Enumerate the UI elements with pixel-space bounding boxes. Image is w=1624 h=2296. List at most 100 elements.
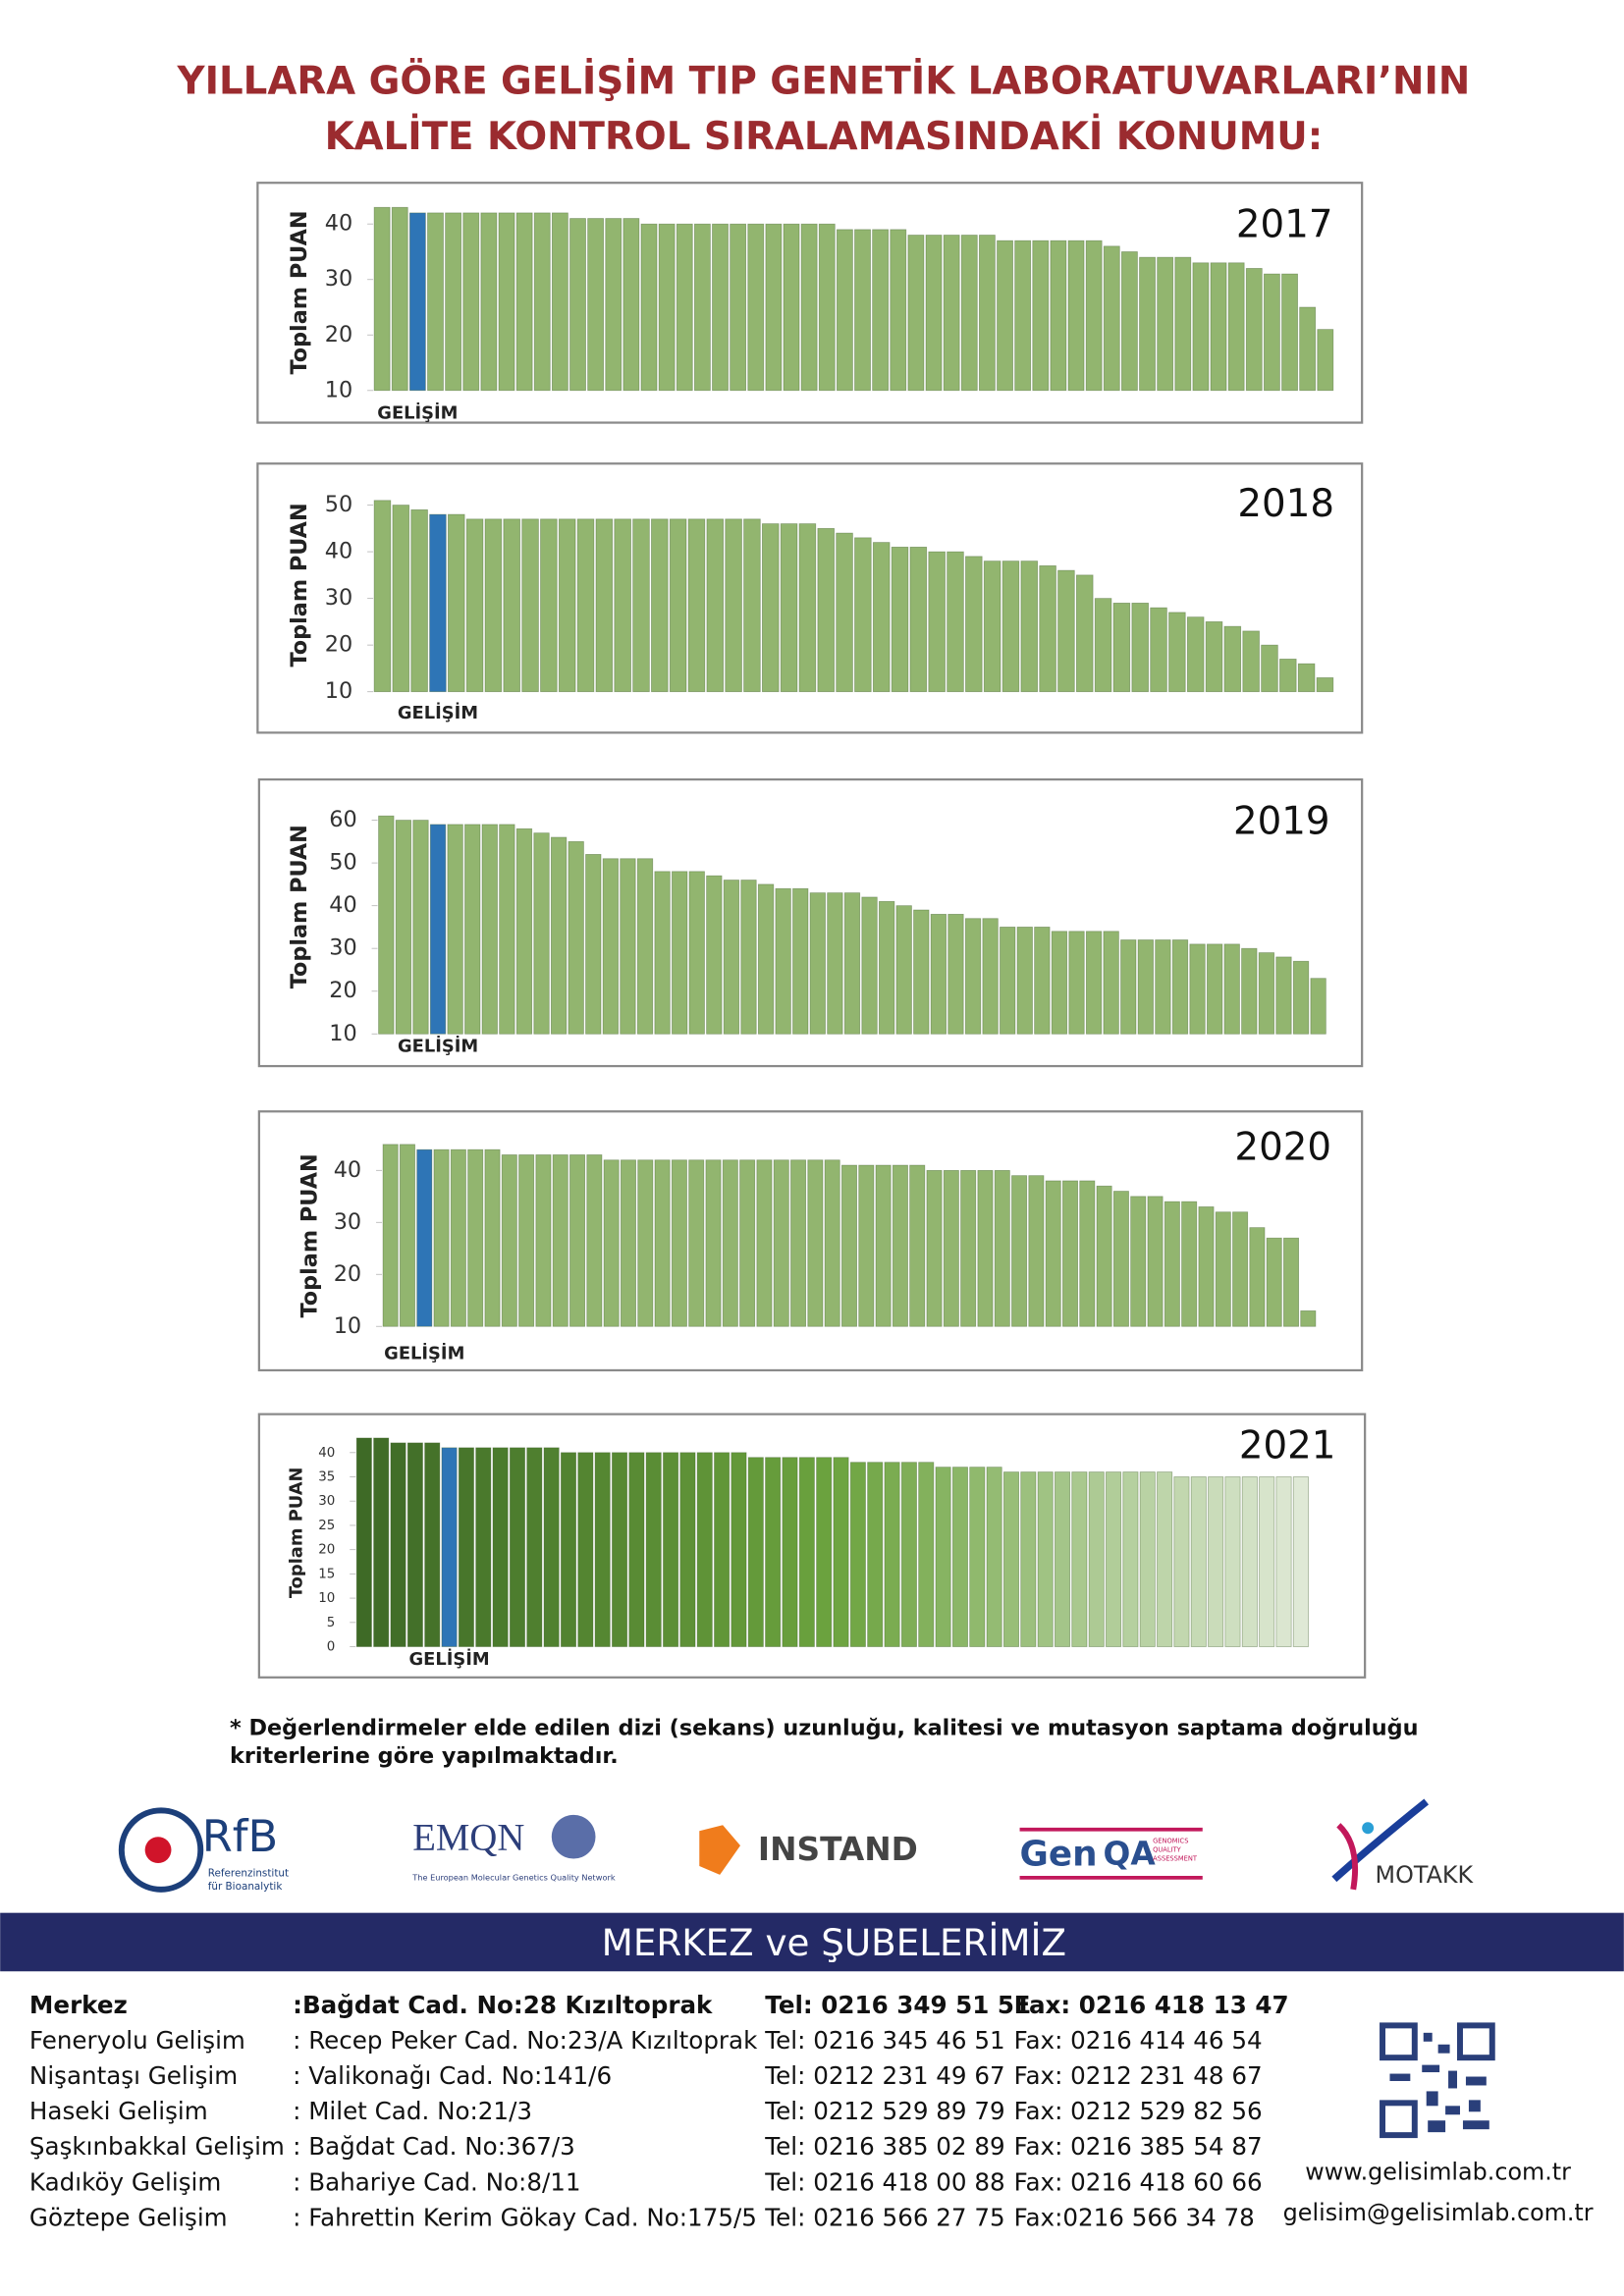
bar [406, 1442, 423, 1647]
bar [412, 820, 429, 1035]
bar [1112, 1191, 1129, 1327]
chart-year: 2020 [1234, 1125, 1331, 1169]
y-tick-label: 30 [325, 585, 352, 611]
bar [1122, 1471, 1139, 1647]
bar [1317, 329, 1334, 392]
bar [712, 223, 729, 392]
qr-cell [1468, 2100, 1481, 2112]
bar [475, 1447, 492, 1647]
bar [603, 1159, 620, 1327]
bar [1223, 943, 1240, 1035]
bar [672, 871, 688, 1035]
title-line: YILLARA GÖRE GELİŞİM TIP GENETİK LABORAT… [177, 57, 1471, 103]
branch-cell: Şaşkınbakkal Gelişim [29, 2132, 285, 2161]
branch-cell: Tel: 0216 385 02 89 [764, 2132, 1004, 2161]
bar [654, 871, 671, 1035]
y-axis-label: Toplam PUAN [297, 1153, 322, 1317]
bar [480, 212, 498, 392]
bar [1292, 1476, 1309, 1647]
qr-code [1380, 2022, 1495, 2139]
branch-cell: Fax: 0212 231 48 67 [1014, 2061, 1263, 2090]
bar [1279, 659, 1297, 693]
bar [1016, 927, 1033, 1035]
logo-rfb: RfB Referenzinstitut für Bioanalytik [118, 1807, 289, 1893]
bar [951, 1467, 968, 1647]
bar [410, 508, 428, 693]
bar [1299, 306, 1317, 392]
bar [1002, 1471, 1019, 1647]
title-line: KALİTE KONTROL SIRALAMASINDAKİ KONUMU: [325, 113, 1324, 159]
y-tick-label: 20 [318, 1543, 335, 1558]
bar [448, 513, 465, 693]
bar [1055, 1471, 1071, 1647]
bar [595, 518, 614, 693]
bar [1130, 1196, 1147, 1327]
bar [1181, 1201, 1198, 1327]
bar [891, 546, 909, 693]
bar [1208, 1476, 1224, 1647]
y-axis-label: Toplam PUAN [287, 503, 312, 667]
bar [1103, 931, 1119, 1035]
branches-table: Merkez:Bağdat Cad. No:28 Kızıltoprak Tel:… [29, 1991, 1289, 2231]
bar [773, 1159, 789, 1327]
bar [965, 556, 983, 693]
bar [740, 880, 757, 1035]
bar [499, 824, 515, 1035]
branch-cell: Kadıköy Gelişim [29, 2167, 221, 2196]
bar [355, 1437, 372, 1647]
branch-cell: Tel: 0216 349 51 51 [765, 1991, 1031, 2019]
bar [798, 1457, 815, 1647]
bar [1028, 1175, 1045, 1327]
bar [809, 892, 826, 1035]
branch-cell: Fax: 0216 385 54 87 [1014, 2132, 1263, 2161]
bar [1088, 1471, 1105, 1647]
bar [498, 212, 515, 392]
branch-cell: Fax: 0216 418 13 47 [1014, 1991, 1289, 2019]
bar [458, 1447, 474, 1647]
bar [725, 518, 742, 693]
branch-cell: Göztepe Gelişim [29, 2203, 228, 2231]
bar [501, 1154, 517, 1327]
bar [1171, 939, 1189, 1035]
bar [637, 1159, 654, 1327]
bar [900, 1462, 917, 1647]
bar [577, 1452, 594, 1647]
qr-cell [1448, 2070, 1458, 2089]
bar [747, 223, 765, 392]
bar [1085, 240, 1103, 392]
bar [399, 1144, 415, 1327]
x-tick-label: GELİŞİM [408, 1648, 489, 1670]
bar [1215, 1211, 1231, 1327]
bar [964, 918, 982, 1035]
bar [1227, 262, 1245, 392]
logo-text: Gen [1020, 1835, 1098, 1875]
bar [526, 1447, 543, 1647]
bar [792, 887, 809, 1035]
bar [1174, 256, 1192, 392]
bar [628, 1452, 645, 1647]
logo-swoosh [1336, 1823, 1359, 1891]
bar [1259, 1476, 1275, 1647]
bar [1310, 978, 1326, 1035]
y-tick-label: 40 [329, 892, 356, 918]
y-tick-label: 40 [325, 211, 352, 237]
bar [1014, 240, 1032, 392]
bar [705, 1159, 722, 1327]
bar [1020, 561, 1039, 693]
bar [696, 1452, 713, 1647]
bar [484, 1148, 501, 1327]
qr-cell [1389, 2073, 1411, 2081]
bar [1057, 569, 1075, 693]
bar [943, 235, 960, 392]
bar [535, 1154, 552, 1327]
bar [1242, 630, 1260, 693]
bar [1292, 960, 1310, 1035]
bar [833, 1457, 849, 1647]
bar [550, 836, 568, 1035]
y-tick-label: 30 [334, 1209, 361, 1235]
y-tick-label: 15 [318, 1567, 335, 1581]
bar [1224, 1476, 1241, 1647]
bar [651, 518, 669, 693]
bar [688, 1159, 705, 1327]
